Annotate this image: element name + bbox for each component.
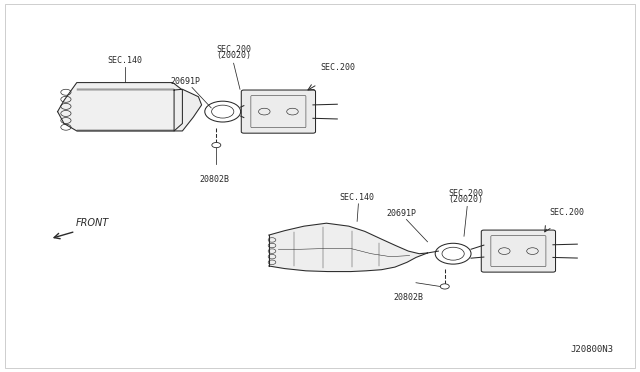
FancyBboxPatch shape [481,230,556,272]
Text: SEC.140: SEC.140 [340,193,374,202]
Text: 20802B: 20802B [394,293,423,302]
Text: SEC.200: SEC.200 [216,45,251,54]
Polygon shape [58,83,182,131]
Text: FRONT: FRONT [76,218,109,228]
Text: J20800N3: J20800N3 [570,345,613,354]
Polygon shape [174,89,202,131]
Text: SEC.200: SEC.200 [549,208,584,217]
Circle shape [440,284,449,289]
Polygon shape [269,223,428,272]
Text: (20020): (20020) [216,51,251,60]
FancyBboxPatch shape [241,90,316,133]
Text: SEC.140: SEC.140 [108,56,142,65]
Text: SEC.200: SEC.200 [320,63,355,72]
Text: 20691P: 20691P [387,209,417,218]
Text: 20802B: 20802B [200,175,229,184]
Circle shape [212,142,221,148]
Text: (20020): (20020) [449,195,483,204]
Text: SEC.200: SEC.200 [449,189,483,198]
Text: 20691P: 20691P [171,77,200,86]
